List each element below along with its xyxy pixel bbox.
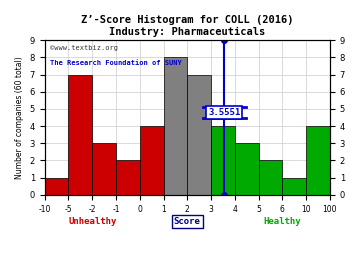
Bar — [187, 75, 211, 195]
Bar — [92, 143, 116, 195]
Text: Score: Score — [174, 217, 201, 226]
Bar — [258, 160, 282, 195]
Bar — [282, 178, 306, 195]
Text: ©www.textbiz.org: ©www.textbiz.org — [50, 45, 118, 51]
Bar — [306, 126, 330, 195]
Bar — [116, 160, 140, 195]
Text: The Research Foundation of SUNY: The Research Foundation of SUNY — [50, 60, 182, 66]
Bar — [163, 58, 187, 195]
Bar — [68, 75, 92, 195]
Bar — [211, 126, 235, 195]
Bar — [45, 178, 68, 195]
Title: Z’-Score Histogram for COLL (2016)
Industry: Pharmaceuticals: Z’-Score Histogram for COLL (2016) Indus… — [81, 15, 293, 37]
Text: 3.5551: 3.5551 — [208, 108, 240, 117]
Bar — [235, 143, 258, 195]
Text: Healthy: Healthy — [264, 217, 301, 226]
Bar — [140, 126, 163, 195]
Y-axis label: Number of companies (60 total): Number of companies (60 total) — [15, 56, 24, 179]
Text: Unhealthy: Unhealthy — [68, 217, 116, 226]
